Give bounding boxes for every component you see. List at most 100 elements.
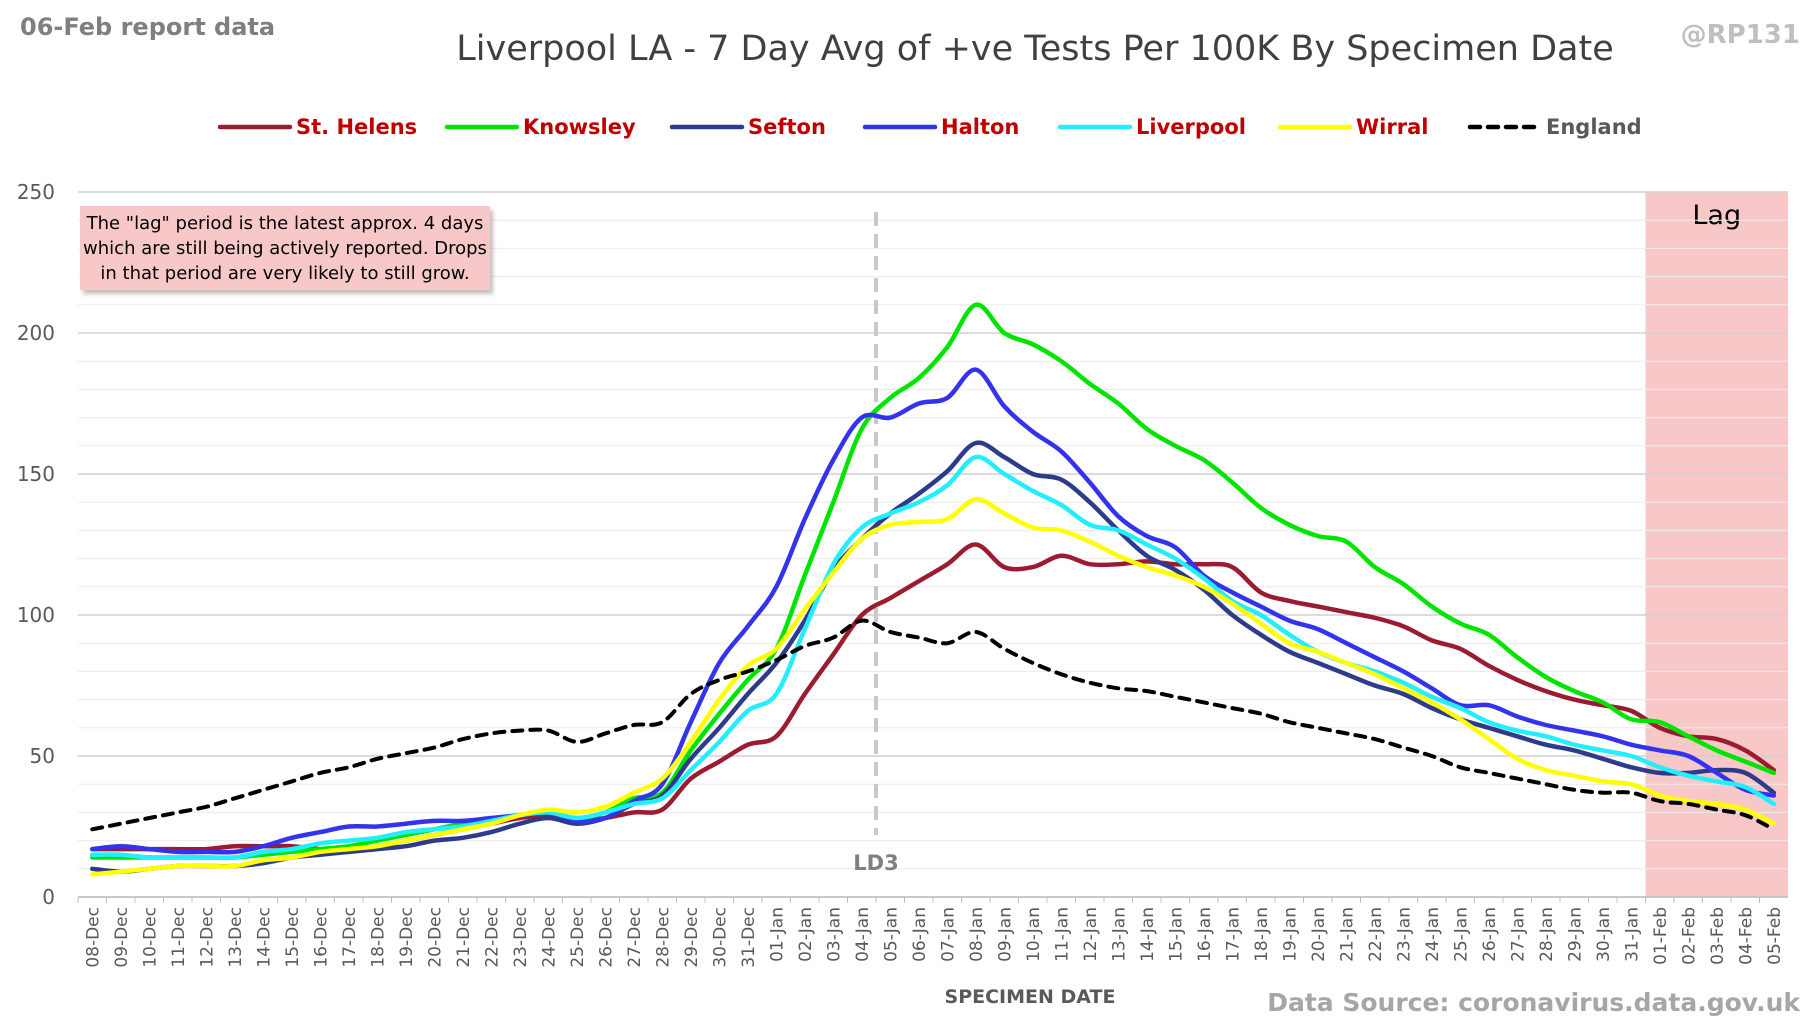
annotation-box: The "lag" period is the latest approx. 4… xyxy=(80,206,490,290)
x-tick-label: 21-Jan xyxy=(1337,907,1357,962)
report-date-label: 06-Feb report data xyxy=(20,13,275,41)
x-tick-label: 03-Jan xyxy=(824,907,844,962)
legend-label: St. Helens xyxy=(296,115,417,139)
x-tick-label: 17-Dec xyxy=(340,907,360,968)
y-tick-label: 150 xyxy=(17,462,55,486)
x-tick-label: 10-Jan xyxy=(1024,907,1044,962)
x-tick-label: 10-Dec xyxy=(140,907,160,968)
x-tick-label: 01-Feb xyxy=(1651,907,1671,965)
x-tick-label: 24-Dec xyxy=(539,907,559,968)
x-axis-label: SPECIMEN DATE xyxy=(945,986,1116,1008)
x-tick-label: 12-Jan xyxy=(1081,907,1101,962)
y-tick-label: 250 xyxy=(17,180,55,204)
y-tick-label: 200 xyxy=(17,321,55,345)
x-tick-label: 29-Dec xyxy=(682,907,702,968)
legend-label: Wirral xyxy=(1356,115,1428,139)
x-tick-label: 26-Jan xyxy=(1480,907,1500,962)
x-tick-label: 28-Dec xyxy=(653,907,673,968)
x-tick-label: 13-Jan xyxy=(1109,907,1129,962)
legend-label: Sefton xyxy=(748,115,826,139)
x-tick-label: 08-Dec xyxy=(83,907,103,968)
x-tick-label: 28-Jan xyxy=(1537,907,1557,962)
x-tick-label: 19-Jan xyxy=(1280,907,1300,962)
x-tick-label: 06-Jan xyxy=(910,907,930,962)
legend-label: England xyxy=(1546,115,1642,139)
plot-area: Lag xyxy=(1645,192,1788,897)
legend: St. Helens Knowsley Sefton Halton Liverpool W… xyxy=(217,115,1642,139)
legend-label: Halton xyxy=(941,115,1019,139)
x-tick-label: 11-Dec xyxy=(169,907,189,968)
data-source: Data Source: coronavirus.data.gov.uk xyxy=(1267,988,1801,1017)
chart-title: Liverpool LA - 7 Day Avg of +ve Tests Pe… xyxy=(456,29,1613,69)
x-tick-label: 03-Feb xyxy=(1708,907,1728,965)
legend-item-st-helens: St. Helens xyxy=(217,115,417,139)
x-tick-label: 18-Jan xyxy=(1252,907,1272,962)
x-tick-label: 31-Jan xyxy=(1622,907,1642,962)
y-axis-ticks: 0 50 100 150 200 250 xyxy=(17,180,55,909)
x-tick-label: 05-Jan xyxy=(881,907,901,962)
x-tick-label: 31-Dec xyxy=(739,907,759,968)
x-tick-label: 17-Jan xyxy=(1223,907,1243,962)
x-tick-label: 02-Jan xyxy=(796,907,816,962)
x-tick-label: 23-Dec xyxy=(511,907,531,968)
annotation-line-2: which are still being actively reported.… xyxy=(83,238,487,259)
series-line-wirral xyxy=(90,497,1777,877)
x-tick-label: 21-Dec xyxy=(454,907,474,968)
annotation-line-3: in that period are very likely to still … xyxy=(100,263,469,284)
series-line-england xyxy=(90,618,1776,832)
x-tick-label: 15-Dec xyxy=(283,907,303,968)
y-tick-label: 50 xyxy=(30,744,55,768)
x-tick-label: 07-Jan xyxy=(938,907,958,962)
series-line-sefton xyxy=(90,440,1777,874)
x-tick-label: 20-Jan xyxy=(1309,907,1329,962)
x-tick-label: 22-Dec xyxy=(482,907,502,968)
author-handle: @RP131 xyxy=(1681,20,1800,50)
y-tick-label: 100 xyxy=(17,603,55,627)
x-tick-label: 14-Dec xyxy=(254,907,274,968)
lag-region xyxy=(1645,192,1788,897)
x-tick-label: 05-Feb xyxy=(1765,907,1785,965)
x-tick-label: 24-Jan xyxy=(1423,907,1443,962)
x-tick-label: 30-Jan xyxy=(1594,907,1614,962)
x-tick-label: 09-Dec xyxy=(112,907,132,968)
x-tick-label: 04-Feb xyxy=(1736,907,1756,965)
x-tick-label: 22-Jan xyxy=(1366,907,1386,962)
x-tick-label: 25-Dec xyxy=(568,907,588,968)
x-tick-label: 16-Jan xyxy=(1195,907,1215,962)
x-tick-label: 26-Dec xyxy=(596,907,616,968)
legend-item-liverpool: Liverpool xyxy=(1057,115,1246,139)
legend-item-wirral: Wirral xyxy=(1277,115,1428,139)
y-tick-label: 0 xyxy=(42,885,55,909)
lag-label: Lag xyxy=(1692,200,1741,231)
x-tick-label: 16-Dec xyxy=(311,907,331,968)
ld3-label: LD3 xyxy=(853,851,898,875)
x-tick-label: 27-Dec xyxy=(625,907,645,968)
x-tick-label: 08-Jan xyxy=(967,907,987,962)
annotation-background xyxy=(80,206,490,290)
x-tick-label: 12-Dec xyxy=(197,907,217,968)
x-tick-label: 29-Jan xyxy=(1565,907,1585,962)
series-lines xyxy=(90,302,1777,877)
x-tick-label: 23-Jan xyxy=(1394,907,1414,962)
series-line-halton xyxy=(90,367,1777,855)
series-line-knowsley xyxy=(90,302,1777,860)
legend-item-knowsley: Knowsley xyxy=(444,115,636,139)
legend-item-halton: Halton xyxy=(862,115,1019,139)
x-tick-label: 30-Dec xyxy=(710,907,730,968)
legend-item-sefton: Sefton xyxy=(669,115,826,139)
series-line-liverpool xyxy=(90,454,1777,861)
legend-item-england: England xyxy=(1467,115,1642,139)
x-tick-label: 14-Jan xyxy=(1138,907,1158,962)
annotation-line-1: The "lag" period is the latest approx. 4… xyxy=(86,213,484,234)
x-tick-label: 25-Jan xyxy=(1451,907,1471,962)
x-tick-label: 04-Jan xyxy=(853,907,873,962)
x-tick-label: 19-Dec xyxy=(397,907,417,968)
x-tick-label: 11-Jan xyxy=(1052,907,1072,962)
x-tick-label: 13-Dec xyxy=(226,907,246,968)
x-tick-label: 02-Feb xyxy=(1679,907,1699,965)
x-axis-ticks: 08-Dec 09-Dec 10-Dec 11-Dec 12-Dec 13-Dec 14-D… xyxy=(77,897,1785,968)
x-tick-label: 27-Jan xyxy=(1508,907,1528,962)
x-tick-label: 09-Jan xyxy=(995,907,1015,962)
